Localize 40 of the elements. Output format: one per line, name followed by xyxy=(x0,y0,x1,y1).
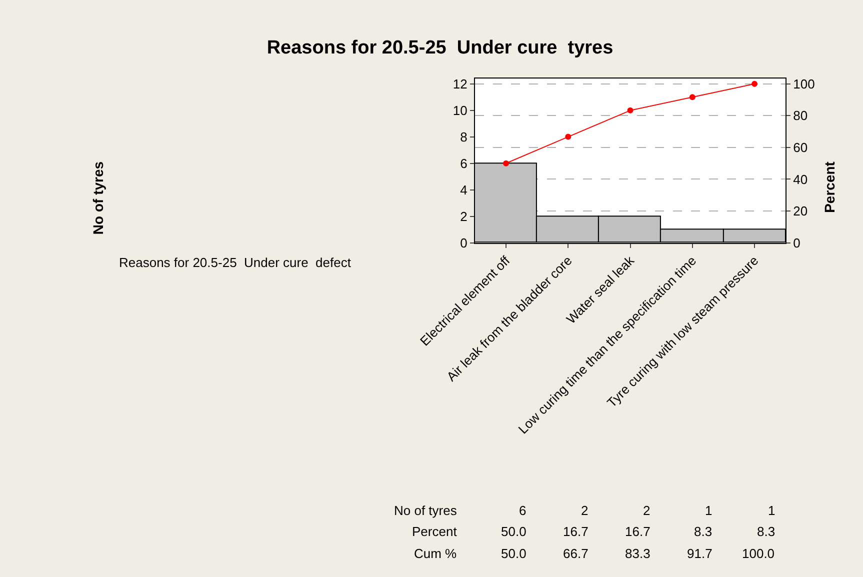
text: 8.3 xyxy=(757,524,776,539)
y-tick-label: 4 xyxy=(460,182,468,198)
y-tick-label: 10 xyxy=(452,102,468,118)
y2-tick-label: 0 xyxy=(793,235,800,250)
text: Cum % xyxy=(414,546,458,561)
y-tick-label: 6 xyxy=(460,156,468,171)
text: No of tyres xyxy=(90,161,106,235)
y2-tick-label: 20 xyxy=(793,204,808,219)
data-label: 91.7 xyxy=(687,546,712,561)
y2-axis-title: Percent xyxy=(821,161,838,213)
data-label: 50.0 xyxy=(501,546,526,561)
chart-title: Reasons for 20.5-25 Under cure tyres xyxy=(266,38,614,59)
text: 8.3 xyxy=(694,524,712,539)
data-label: 66.7 xyxy=(563,546,588,561)
text: 16.7 xyxy=(563,524,588,539)
text: 16.7 xyxy=(625,524,650,539)
y2-tick-label: 100 xyxy=(793,76,815,92)
data-label: 100.0 xyxy=(742,546,775,561)
y-tick-label: 0 xyxy=(460,235,468,250)
y-tick-label: 12 xyxy=(452,76,468,92)
y2-tick-label: 60 xyxy=(793,140,808,155)
data-label: 1 xyxy=(705,503,712,518)
text: Reasons for 20.5-25 Under cure defect xyxy=(119,255,352,270)
data-label: 6 xyxy=(519,503,526,518)
y2-tick-label: 40 xyxy=(793,172,808,187)
text: Percent xyxy=(412,524,458,539)
y-tick-label: 8 xyxy=(460,129,468,144)
data-label: 1 xyxy=(768,503,776,518)
data-label: 83.3 xyxy=(625,546,650,561)
y-tick-label: 2 xyxy=(460,208,468,224)
point xyxy=(689,94,696,100)
point xyxy=(627,107,634,114)
data-label: 2 xyxy=(643,503,650,518)
point xyxy=(503,160,510,166)
point xyxy=(752,80,758,87)
text: No of tyres xyxy=(394,503,458,518)
y2-tick-label: 80 xyxy=(793,108,808,124)
point xyxy=(565,134,572,140)
text: 50.0 xyxy=(501,524,526,539)
data-label: 2 xyxy=(581,503,588,518)
